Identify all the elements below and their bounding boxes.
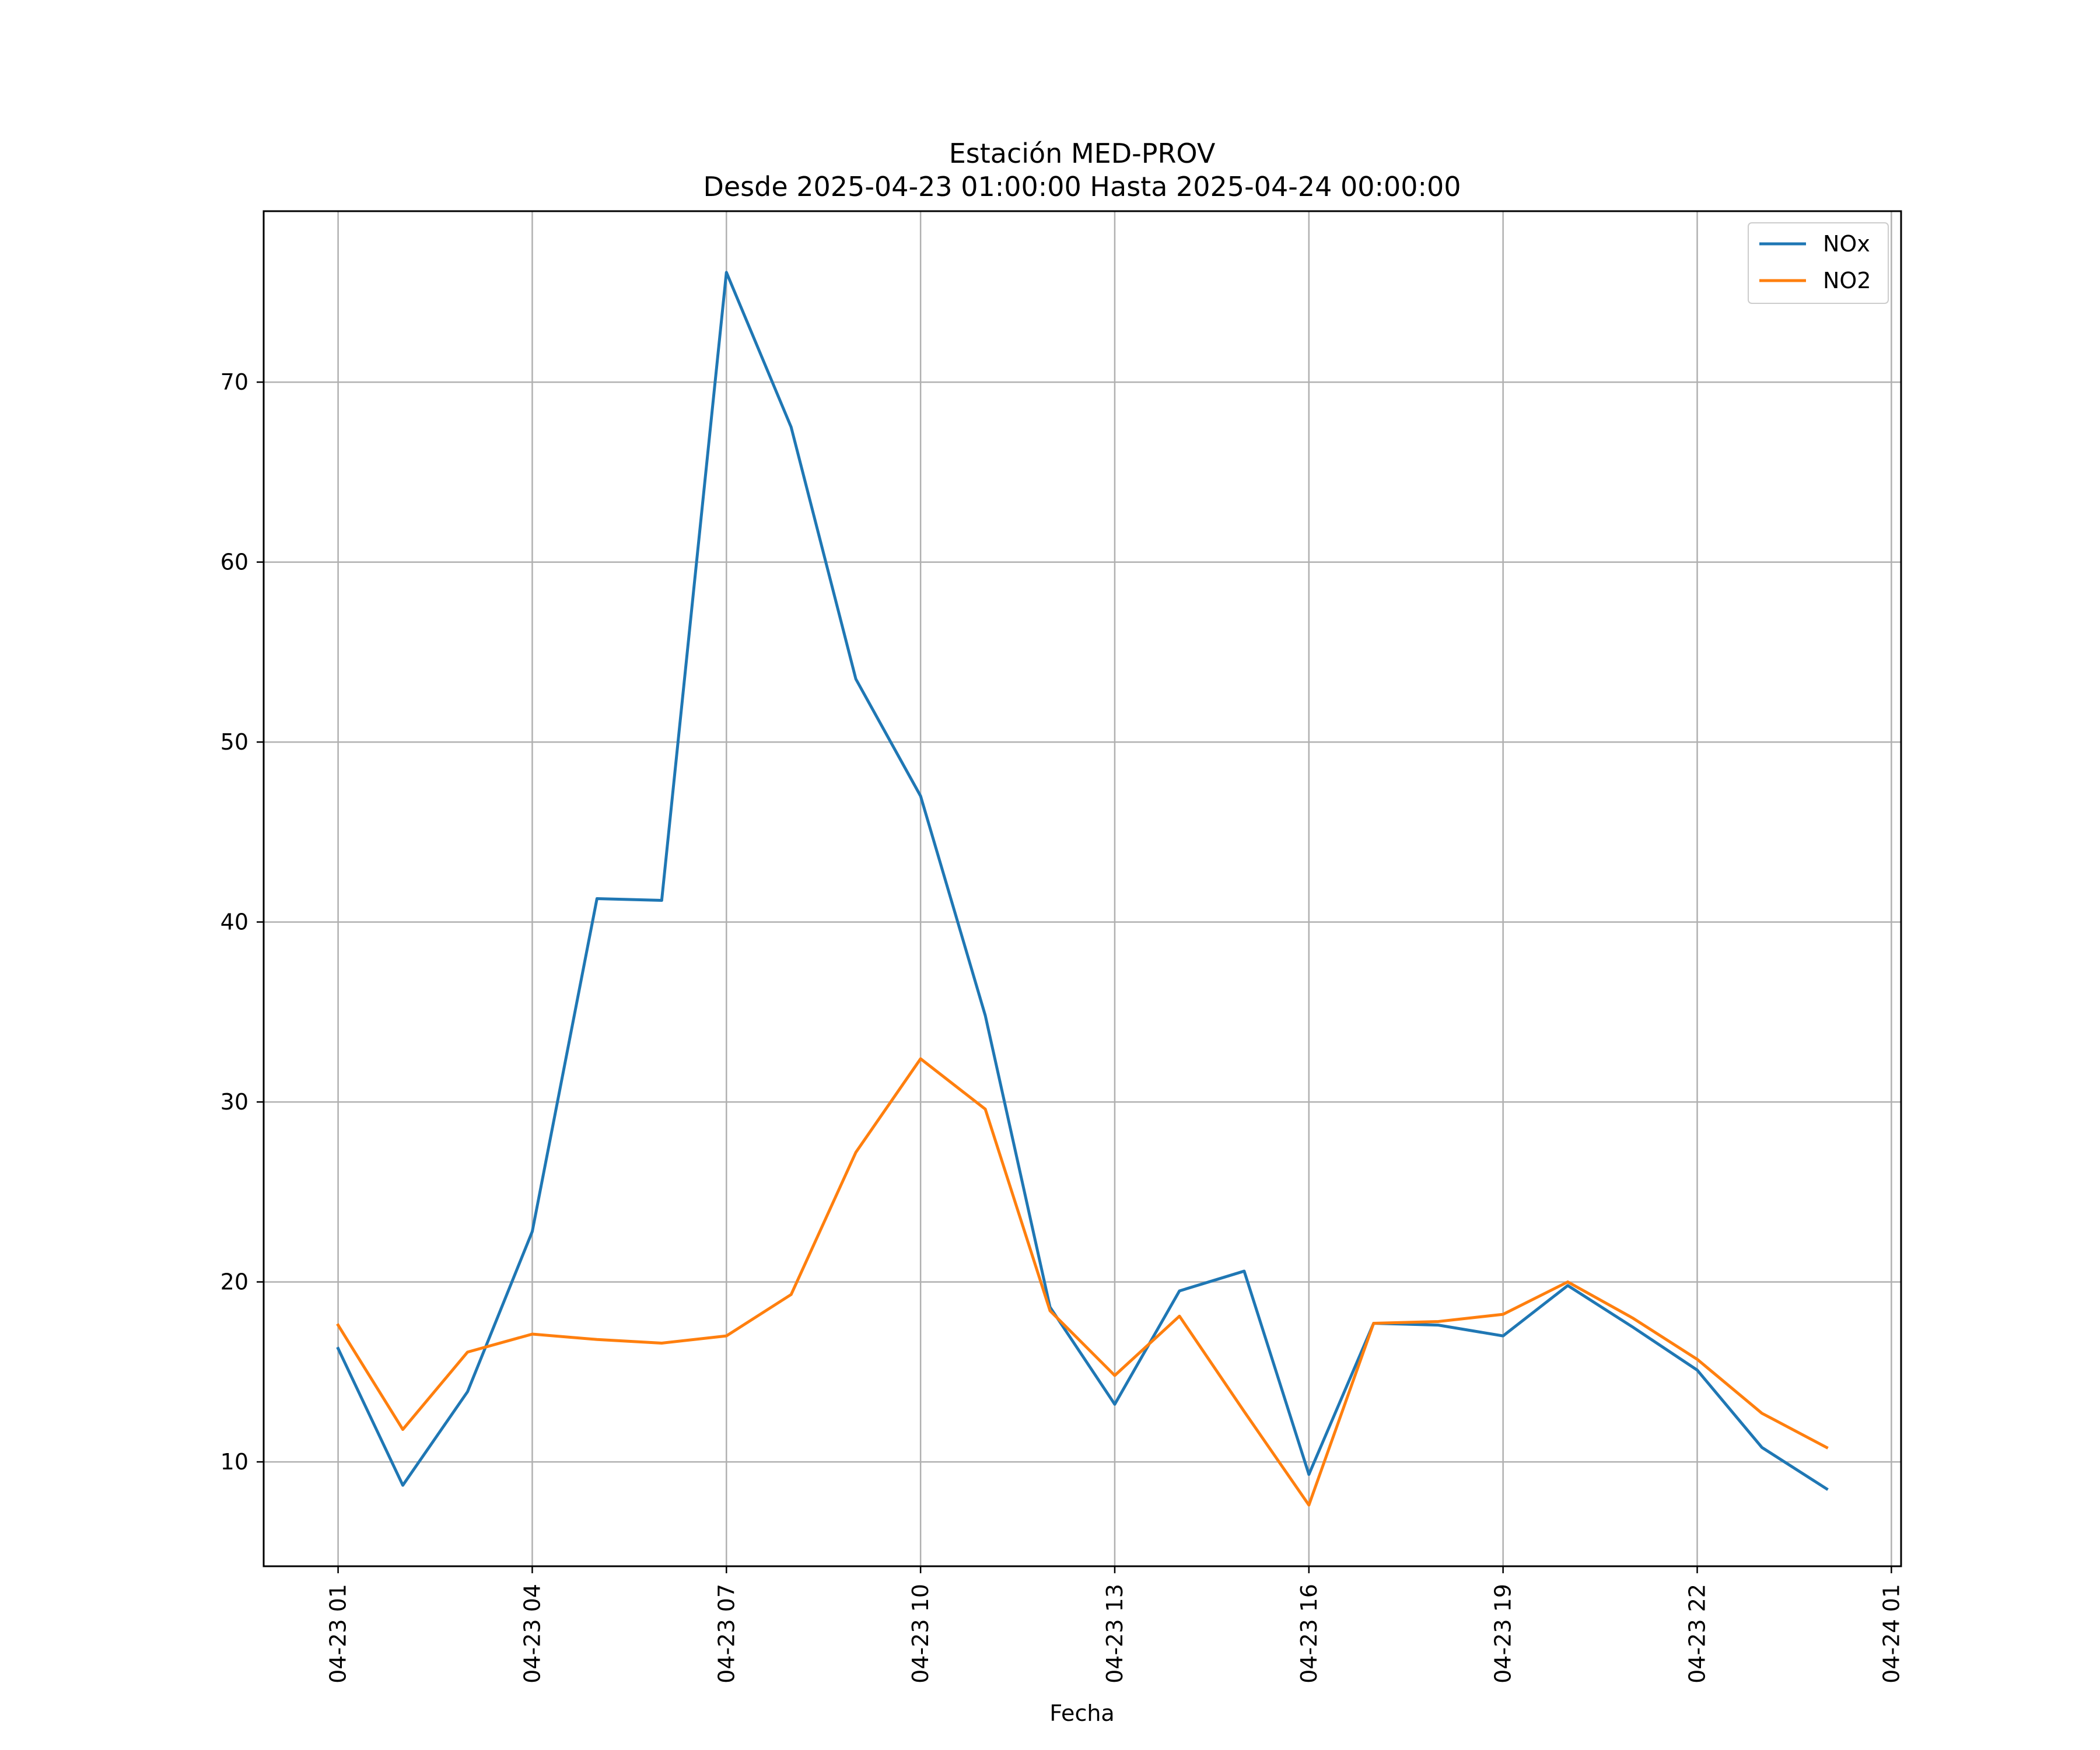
legend-items: NOx NO2 [1759,231,1871,293]
x-tick-label: 04-23 07 [713,1584,739,1684]
plot-area-frame [262,210,1902,1567]
y-tick-label: 20 [220,1269,249,1295]
legend-item-no2: NO2 [1759,268,1871,293]
y-tick-label: 30 [220,1089,249,1115]
legend-label-nox: NOx [1823,231,1870,257]
x-tick-label: 04-23 04 [519,1584,545,1684]
x-tick-label: 04-24 01 [1878,1584,1904,1684]
legend-label-no2: NO2 [1823,268,1871,293]
y-tick-label: 50 [220,729,249,755]
y-tick-label: 40 [220,909,249,935]
chart-title: Estación MED-PROV [949,138,1216,169]
x-tick-label: 04-23 16 [1296,1584,1322,1684]
axis-ticks: 04-23 01 04-23 04 04-23 07 04-23 10 04-23 13… [220,369,1905,1684]
x-tick-label: 04-23 19 [1490,1584,1516,1684]
legend: NOx NO2 [1748,222,1889,304]
x-tick-label: 04-23 01 [326,1584,351,1684]
y-tick-label: 70 [220,369,249,395]
x-tick-label: 04-23 13 [1102,1584,1128,1684]
legend-item-nox: NOx [1759,231,1870,257]
x-axis-label: Fecha [1049,1700,1114,1726]
x-tick-label: 04-23 10 [908,1584,933,1684]
series-no2 [336,1057,1829,1507]
grid [264,211,1901,1566]
series-nox [336,271,1829,1491]
y-tick-label: 10 [220,1449,249,1475]
chart-subtitle: Desde 2025-04-23 01:00:00 Hasta 2025-04-… [703,171,1461,202]
y-tick-label: 60 [220,550,249,575]
x-tick-label: 04-23 22 [1685,1584,1710,1684]
series-line-no2 [336,1057,1829,1507]
series-line-nox [336,271,1829,1491]
series-lines [336,271,1829,1507]
